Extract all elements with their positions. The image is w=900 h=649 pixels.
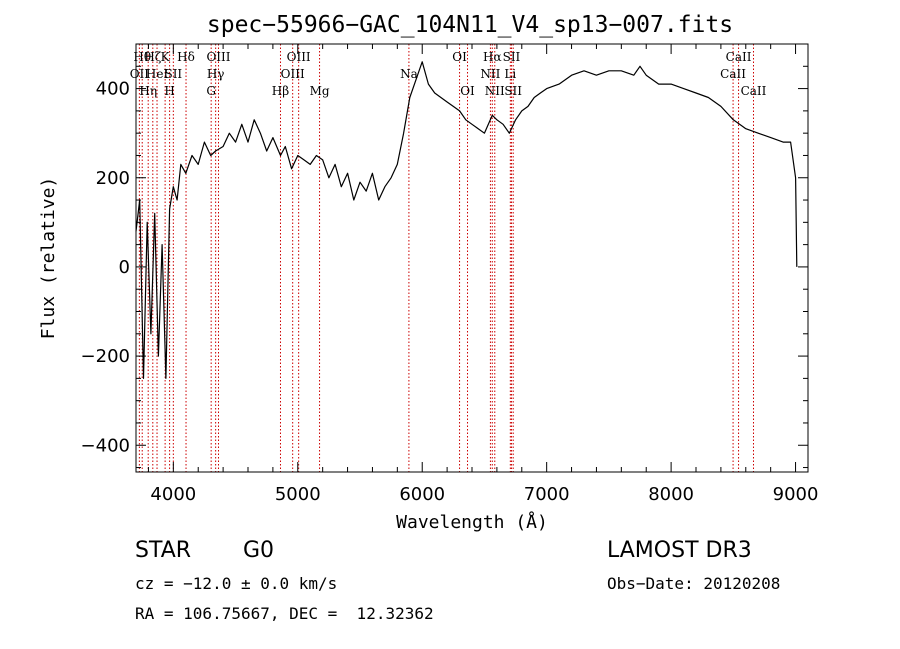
obs-date: Obs−Date: 20120208 [607, 574, 781, 593]
line-label-3: Hζ [144, 50, 161, 64]
line-label-17: OI [452, 50, 467, 64]
survey-name: LAMOST DR3 [607, 538, 752, 563]
line-label-5: K [161, 50, 171, 64]
x-tick-label-1: 5000 [275, 484, 321, 505]
y-tick-label-0: −400 [81, 435, 130, 456]
spectral-line-markers [138, 44, 754, 472]
x-tick-label-5: 9000 [773, 484, 819, 505]
plot-frame [135, 43, 809, 473]
chart-title: spec−55966−GAC_104N11_V4_sp13−007.fits [207, 12, 733, 38]
line-label-11: OIII [206, 50, 230, 64]
line-label-18: OI [460, 84, 475, 98]
line-label-13: OIII [281, 67, 305, 81]
object-subclass: G0 [243, 538, 275, 563]
line-label-14: OIII [287, 50, 311, 64]
x-axis-label: Wavelength (Å) [396, 511, 548, 533]
line-label-15: Mg [310, 84, 330, 98]
line-label-23: SII [503, 50, 521, 64]
line-label-4: HeI [146, 67, 169, 81]
line-label-8: Hδ [177, 50, 195, 64]
object-type: STAR [135, 538, 192, 563]
x-tick-label-0: 4000 [150, 484, 196, 505]
x-tick-label-2: 6000 [399, 484, 445, 505]
spectrum-series [135, 61, 798, 379]
line-label-2: Hη [139, 84, 157, 98]
line-label-1: Hθ [133, 50, 151, 64]
line-label-22: Li [504, 67, 516, 81]
line-label-19: NII [480, 67, 500, 81]
y-axis-label: Flux (relative) [38, 177, 59, 340]
line-label-10: Hγ [207, 67, 225, 81]
y-tick-label-3: 200 [96, 168, 130, 189]
y-tick-label-1: −200 [81, 346, 130, 367]
line-label-12: Hβ [272, 84, 289, 98]
line-label-16: Na [400, 67, 418, 81]
line-label-20: Hα [483, 50, 502, 64]
line-label-9: G [206, 84, 216, 98]
spectral-line-labels: OII Hθ Hη Hζ HeI K H SII Hδ G Hγ OIII Hβ OIII OIII Mg Na… [130, 50, 767, 98]
x-tick-label-3: 7000 [524, 484, 570, 505]
redshift-info: cz = −12.0 ± 0.0 km/s [135, 574, 338, 593]
line-label-24: SII [504, 84, 522, 98]
x-tick-label-4: 8000 [648, 484, 694, 505]
line-label-26: CaII [726, 50, 752, 64]
coordinates: RA = 106.75667, DEC = 12.32362 [135, 604, 434, 623]
line-label-6: H [164, 84, 174, 98]
plot-axes: 4000 5000 6000 7000 8000 9000 −400 −200 0 200 400 [81, 43, 819, 505]
line-label-21: NII [485, 84, 505, 98]
line-label-0: OII [130, 67, 150, 81]
y-tick-label-2: 0 [119, 257, 130, 278]
y-tick-label-4: 400 [96, 79, 130, 100]
line-label-25: CaII [720, 67, 746, 81]
line-label-7: SII [164, 67, 182, 81]
spectrum-line [135, 61, 798, 379]
line-label-27: CaII [741, 84, 767, 98]
